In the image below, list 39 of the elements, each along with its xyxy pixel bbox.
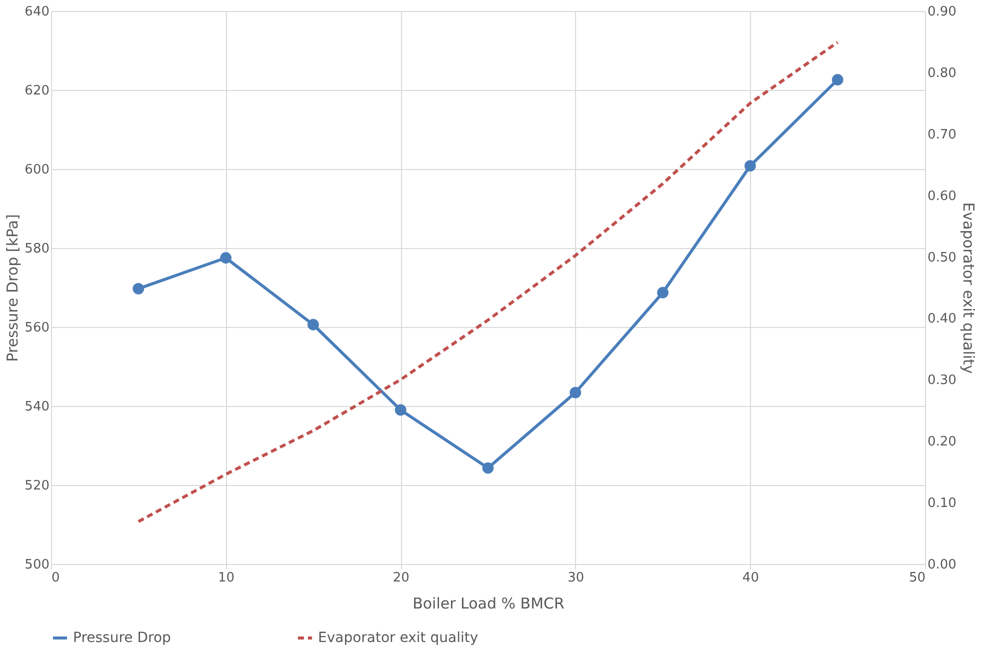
point	[832, 74, 844, 86]
point	[570, 386, 582, 398]
y2-tick-label: 0.90	[928, 4, 956, 20]
y2-tick-label: 0.80	[928, 66, 956, 81]
x-tick-label: 20	[392, 570, 410, 586]
y-tick-label: 520	[24, 478, 50, 494]
y2-tick-label: 0.70	[928, 127, 956, 142]
x-axis-title: Boiler Load % BMCR	[412, 594, 564, 612]
x-tick-label: 40	[742, 570, 759, 586]
y2-axis-title: Evaporator exit quality	[959, 202, 978, 374]
y-tick-label: 620	[24, 84, 50, 98]
y-tick-label: 540	[24, 400, 50, 414]
point	[744, 160, 756, 172]
x-tick-label: 30	[568, 570, 584, 586]
y-tick-label: 580	[24, 242, 50, 256]
legend-label: Pressure Drop	[73, 630, 172, 646]
legend-label: Evaporator exit quality	[318, 630, 478, 646]
y2-tick-label: 0.00	[928, 558, 956, 572]
y2-tick-label: 0.10	[928, 496, 956, 512]
y2-tick-label: 0.50	[928, 250, 956, 266]
x-tick-label: 0	[52, 570, 60, 586]
point	[308, 318, 319, 330]
point	[394, 404, 406, 416]
point	[220, 252, 232, 264]
x-tick-label: 10	[218, 570, 235, 586]
point	[132, 282, 144, 294]
y2-tick-label: 0.40	[928, 312, 956, 327]
x-tick-label: 50	[908, 570, 926, 586]
point	[482, 462, 494, 474]
y-tick-label: 560	[24, 320, 50, 336]
y2-tick-label: 0.20	[928, 434, 956, 450]
y-axis-title: Pressure Drop [kPa]	[4, 214, 22, 362]
y2-tick-label: 0.60	[928, 188, 956, 204]
point	[657, 286, 668, 298]
line-series	[136, 40, 840, 524]
y-tick-label: 600	[24, 162, 50, 178]
y-tick-label: 500	[24, 558, 50, 572]
y-tick-label: 640	[24, 4, 50, 20]
y2-tick-label: 0.30	[928, 373, 956, 388]
